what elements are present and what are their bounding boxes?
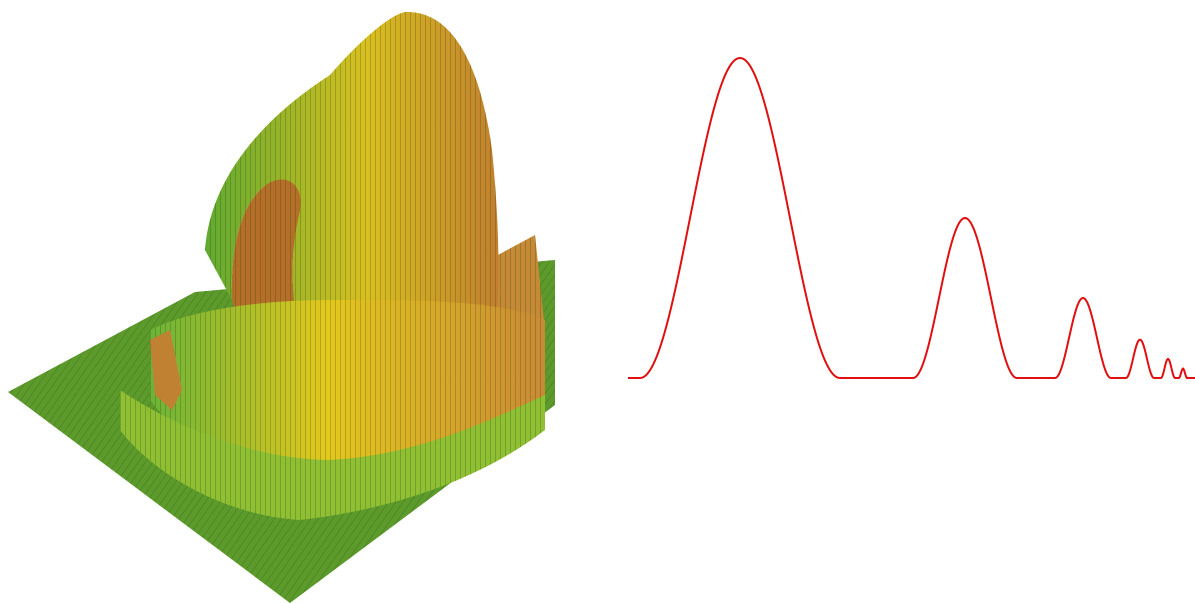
left-fin (150, 330, 182, 410)
surface-plot-canvas (8, 11, 555, 603)
profile-plot (600, 0, 1195, 603)
profile-plot-canvas (628, 57, 1195, 379)
surface-plot-3d (0, 0, 560, 603)
profile-curve (628, 57, 1195, 379)
